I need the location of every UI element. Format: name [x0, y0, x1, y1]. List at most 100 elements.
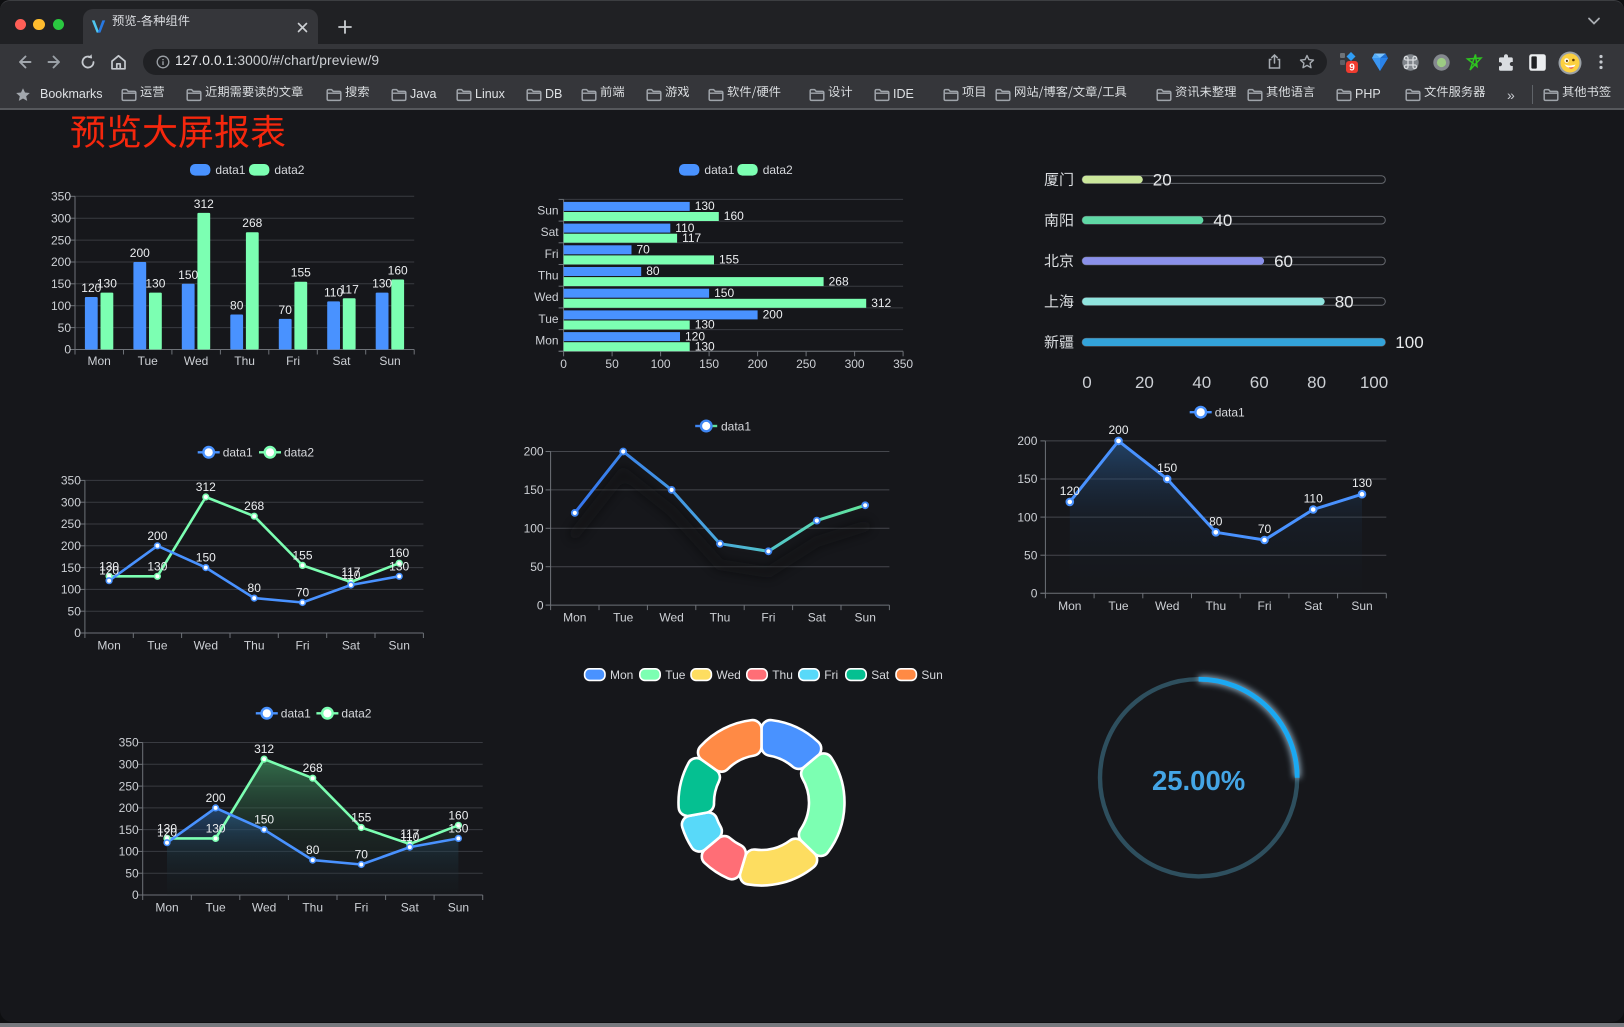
svg-text:data2: data2 [341, 707, 371, 721]
svg-text:110: 110 [324, 285, 343, 299]
svg-text:155: 155 [291, 266, 311, 280]
svg-text:data1: data1 [1215, 406, 1245, 420]
svg-text:Tue: Tue [147, 639, 168, 653]
svg-text:Wed: Wed [184, 354, 208, 368]
svg-text:25.00%: 25.00% [1152, 765, 1245, 796]
svg-text:160: 160 [388, 264, 408, 278]
svg-text:100: 100 [524, 522, 544, 536]
svg-text:data1: data1 [721, 419, 751, 433]
svg-text:100: 100 [51, 299, 71, 313]
svg-text:130: 130 [695, 199, 715, 213]
svg-text:80: 80 [1209, 514, 1223, 528]
svg-text:350: 350 [893, 357, 913, 371]
svg-text:200: 200 [130, 246, 150, 260]
svg-text:130: 130 [389, 559, 409, 573]
svg-text:data1: data1 [215, 163, 245, 177]
svg-text:150: 150 [119, 823, 139, 837]
svg-text:80: 80 [306, 843, 320, 857]
svg-text:Fri: Fri [286, 354, 300, 368]
svg-text:130: 130 [372, 277, 392, 291]
svg-text:300: 300 [51, 211, 71, 225]
svg-text:Sun: Sun [1351, 599, 1372, 613]
svg-text:130: 130 [147, 559, 167, 573]
svg-text:117: 117 [682, 231, 701, 245]
svg-text:130: 130 [695, 318, 715, 332]
svg-text:130: 130 [97, 277, 117, 291]
svg-text:155: 155 [292, 548, 312, 562]
svg-text:Tue: Tue [205, 901, 226, 915]
svg-text:150: 150 [61, 561, 81, 575]
svg-text:Sat: Sat [332, 354, 351, 368]
svg-text:Tue: Tue [665, 668, 686, 682]
svg-text:Wed: Wed [194, 639, 218, 653]
svg-text:50: 50 [530, 560, 544, 574]
svg-text:Thu: Thu [772, 668, 793, 682]
svg-text:data2: data2 [274, 163, 304, 177]
svg-text:Sun: Sun [389, 639, 410, 653]
svg-text:130: 130 [206, 821, 226, 835]
svg-text:Sat: Sat [1304, 599, 1323, 613]
svg-text:200: 200 [748, 357, 768, 371]
svg-text:9: 9 [1349, 63, 1355, 74]
svg-text:Fri: Fri [1258, 599, 1272, 613]
svg-text:data1: data1 [704, 163, 734, 177]
svg-text:120: 120 [1060, 484, 1080, 498]
svg-text:Tue: Tue [538, 312, 559, 326]
svg-text:Thu: Thu [302, 901, 323, 915]
svg-text:312: 312 [254, 742, 274, 756]
svg-text:300: 300 [61, 495, 81, 509]
svg-text:200: 200 [524, 445, 544, 459]
svg-text:Sun: Sun [379, 354, 400, 368]
svg-text:80: 80 [1307, 373, 1326, 392]
svg-text:Wed: Wed [252, 901, 276, 915]
svg-text:70: 70 [279, 303, 293, 317]
svg-text:110: 110 [1304, 492, 1323, 506]
svg-text:70: 70 [637, 243, 651, 257]
svg-text:130: 130 [157, 821, 177, 835]
svg-text:350: 350 [119, 736, 139, 750]
svg-text:100: 100 [1360, 373, 1388, 392]
svg-text:120: 120 [81, 281, 101, 295]
svg-text:268: 268 [303, 761, 323, 775]
svg-text:200: 200 [61, 539, 81, 553]
svg-text:150: 150 [1017, 472, 1037, 486]
svg-text:50: 50 [125, 866, 139, 880]
svg-text:117: 117 [400, 827, 419, 841]
svg-text:Sun: Sun [921, 668, 942, 682]
svg-text:70: 70 [1258, 522, 1272, 536]
svg-text:150: 150 [714, 286, 734, 300]
svg-text:Wed: Wed [1155, 599, 1179, 613]
svg-text:Wed: Wed [716, 668, 740, 682]
svg-text:120: 120 [685, 329, 705, 343]
svg-text:Sun: Sun [537, 203, 558, 217]
svg-text:268: 268 [242, 216, 262, 230]
svg-text:Sun: Sun [448, 901, 469, 915]
svg-text:200: 200 [1017, 434, 1037, 448]
svg-text:312: 312 [196, 480, 216, 494]
svg-text:80: 80 [248, 581, 262, 595]
svg-text:40: 40 [1192, 373, 1211, 392]
svg-text:70: 70 [355, 848, 369, 862]
svg-text:Mon: Mon [97, 639, 120, 653]
svg-text:Wed: Wed [659, 611, 683, 625]
svg-text:120: 120 [157, 826, 177, 840]
svg-text:160: 160 [724, 209, 744, 223]
svg-text:Sat: Sat [808, 611, 827, 625]
svg-text:Thu: Thu [1205, 599, 1226, 613]
svg-text:250: 250 [51, 233, 71, 247]
svg-text:70: 70 [296, 586, 310, 600]
svg-text:155: 155 [351, 811, 371, 825]
svg-text:Thu: Thu [710, 611, 731, 625]
svg-text:Tue: Tue [613, 611, 634, 625]
svg-text:Fri: Fri [545, 247, 559, 261]
svg-text:250: 250 [796, 357, 816, 371]
svg-text:Sat: Sat [342, 639, 361, 653]
svg-text:150: 150 [699, 357, 719, 371]
svg-text:130: 130 [99, 559, 119, 573]
svg-text:Thu: Thu [234, 354, 255, 368]
svg-text:60: 60 [1250, 373, 1269, 392]
svg-text:100: 100 [119, 845, 139, 859]
svg-text:0: 0 [1082, 373, 1091, 392]
svg-text:268: 268 [829, 274, 849, 288]
svg-text:150: 150 [254, 813, 274, 827]
